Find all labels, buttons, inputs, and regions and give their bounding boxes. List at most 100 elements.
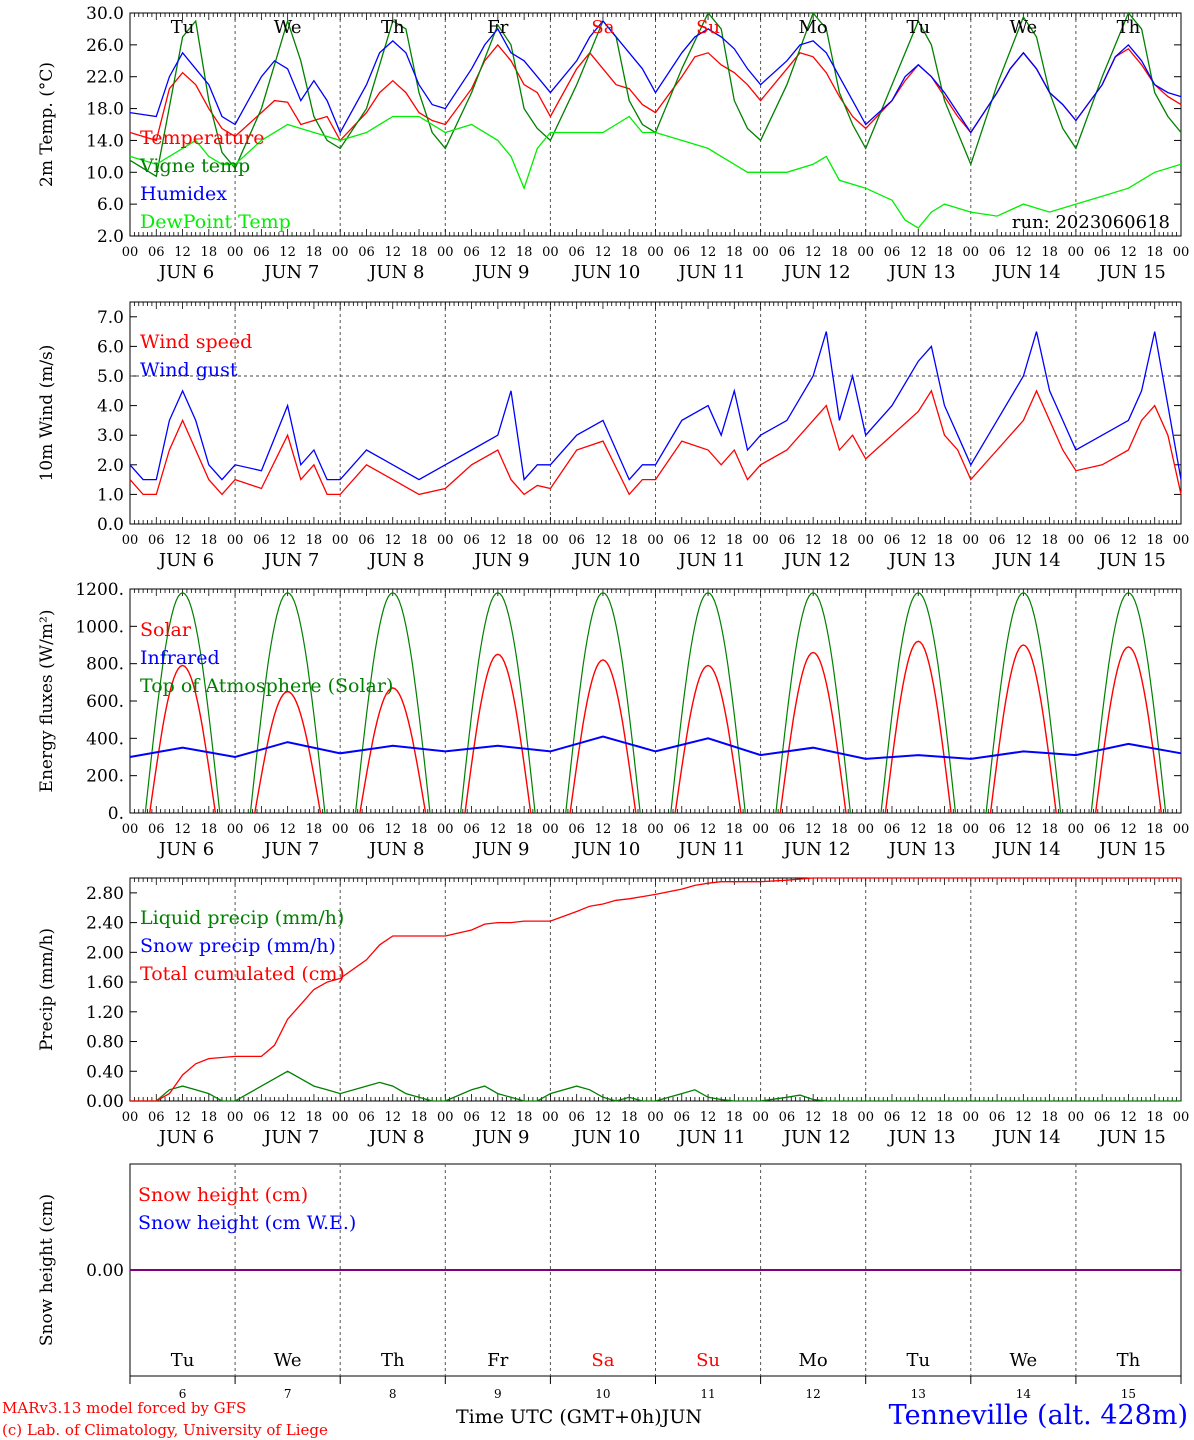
solar-line (779, 651, 847, 814)
hour-tick-label: 00 (542, 822, 559, 837)
hour-tick-label: 18 (306, 533, 323, 548)
day-of-week-label: We (274, 1350, 302, 1371)
hour-tick-label: 12 (279, 533, 296, 548)
legend-entry: Humidex (140, 183, 227, 205)
hour-tick-label: 00 (647, 1110, 664, 1125)
hour-tick-label: 18 (831, 822, 848, 837)
hour-tick-label: 00 (227, 533, 244, 548)
hour-tick-label: 06 (989, 245, 1006, 260)
day-date-label: JUN 14 (992, 550, 1061, 571)
hour-tick-label: 06 (358, 822, 375, 837)
day-date-label: JUN 8 (367, 262, 424, 283)
legend-entry: Vigne temp (139, 155, 250, 177)
day-date-label: JUN 14 (992, 262, 1061, 283)
hour-tick-label: 00 (963, 822, 980, 837)
y-tick-label: 1000. (75, 617, 124, 637)
hour-tick-label: 18 (936, 533, 953, 548)
y-tick-label: 0. (108, 804, 124, 824)
hour-tick-label: 06 (989, 822, 1006, 837)
day-of-week-label: Th (1117, 17, 1141, 38)
day-date-label: JUN 9 (472, 262, 529, 283)
hour-tick-label: 12 (805, 1110, 822, 1125)
day-of-week-label: We (1010, 17, 1038, 38)
hour-tick-label: 12 (279, 245, 296, 260)
hour-tick-label: 12 (174, 1110, 191, 1125)
day-of-week-label: Mo (799, 17, 828, 38)
legend-entry: Temperature (140, 127, 264, 149)
day-number-label: 9 (494, 1387, 502, 1401)
solar-line (884, 640, 952, 814)
y-tick-label: 3.0 (97, 426, 124, 446)
day-number-label: 14 (1016, 1387, 1032, 1401)
hour-tick-label: 06 (674, 1110, 691, 1125)
hour-tick-label: 12 (700, 245, 717, 260)
hour-tick-label: 12 (805, 533, 822, 548)
day-date-label: JUN 6 (157, 550, 214, 571)
hour-tick-label: 12 (1015, 533, 1032, 548)
y-tick-label: 200. (86, 767, 124, 787)
hour-tick-label: 00 (647, 822, 664, 837)
y-axis-title: 2m Temp. (°C) (37, 62, 57, 187)
hour-tick-label: 18 (411, 1110, 428, 1125)
hour-tick-label: 12 (279, 822, 296, 837)
day-date-label: JUN 12 (782, 262, 851, 283)
y-tick-label: 400. (86, 729, 124, 749)
toa-solar-line (670, 592, 746, 814)
day-date-label: JUN 8 (367, 1127, 424, 1148)
hour-tick-label: 00 (122, 245, 139, 260)
hour-tick-label: 00 (857, 1110, 874, 1125)
hour-tick-label: 00 (1068, 1110, 1085, 1125)
solar-line (1094, 646, 1162, 814)
hour-tick-label: 00 (752, 533, 769, 548)
day-date-label: JUN 15 (1097, 550, 1166, 571)
day-date-label: JUN 11 (677, 550, 746, 571)
hour-tick-label: 18 (306, 245, 323, 260)
day-date-label: JUN 10 (572, 262, 641, 283)
hour-tick-label: 06 (358, 245, 375, 260)
hour-tick-label: 18 (201, 533, 218, 548)
hour-tick-label: 06 (253, 822, 270, 837)
y-tick-label: 2.00 (86, 943, 124, 963)
legend-entry: DewPoint Temp (140, 211, 291, 233)
hour-tick-label: 18 (201, 245, 218, 260)
hour-tick-label: 18 (726, 245, 743, 260)
y-tick-label: 2.0 (97, 227, 124, 247)
hour-tick-label: 18 (411, 533, 428, 548)
hour-tick-label: 18 (831, 245, 848, 260)
hour-tick-label: 00 (857, 533, 874, 548)
hour-tick-label: 06 (253, 533, 270, 548)
day-date-label: JUN 9 (472, 1127, 529, 1148)
day-of-week-label: Sa (591, 1350, 614, 1371)
day-of-week-label: Th (1117, 1350, 1141, 1371)
time-axis-title: Time UTC (GMT+0h)JUN (456, 1406, 702, 1428)
hour-tick-label: 12 (700, 822, 717, 837)
hour-tick-label: 18 (516, 822, 533, 837)
day-number-label: 13 (911, 1387, 926, 1401)
y-tick-label: 2.40 (86, 914, 124, 934)
hour-tick-label: 12 (490, 245, 507, 260)
toa-solar-line (880, 592, 957, 814)
hour-tick-label: 12 (1120, 822, 1137, 837)
hour-tick-label: 06 (463, 245, 480, 260)
hour-tick-label: 18 (1041, 1110, 1058, 1125)
day-number-label: 11 (700, 1387, 715, 1401)
hour-tick-label: 18 (621, 533, 638, 548)
toa-solar-line (775, 592, 851, 814)
day-date-label: JUN 15 (1097, 262, 1166, 283)
day-date-label: JUN 7 (262, 262, 319, 283)
hour-tick-label: 00 (332, 533, 349, 548)
hour-tick-label: 06 (253, 1110, 270, 1125)
liquid-precip-mm-h-line (130, 1070, 1181, 1102)
day-date-label: JUN 13 (887, 550, 956, 571)
toa-solar-line (985, 592, 1062, 814)
day-date-label: JUN 6 (157, 839, 214, 860)
day-number-label: 7 (284, 1387, 292, 1401)
hour-tick-label: 00 (542, 1110, 559, 1125)
hour-tick-label: 12 (910, 822, 927, 837)
hour-tick-label: 18 (726, 533, 743, 548)
day-date-label: JUN 11 (677, 839, 746, 860)
hour-tick-label: 06 (779, 245, 796, 260)
hour-tick-label: 06 (779, 533, 796, 548)
legend-entry: Infrared (140, 647, 220, 669)
